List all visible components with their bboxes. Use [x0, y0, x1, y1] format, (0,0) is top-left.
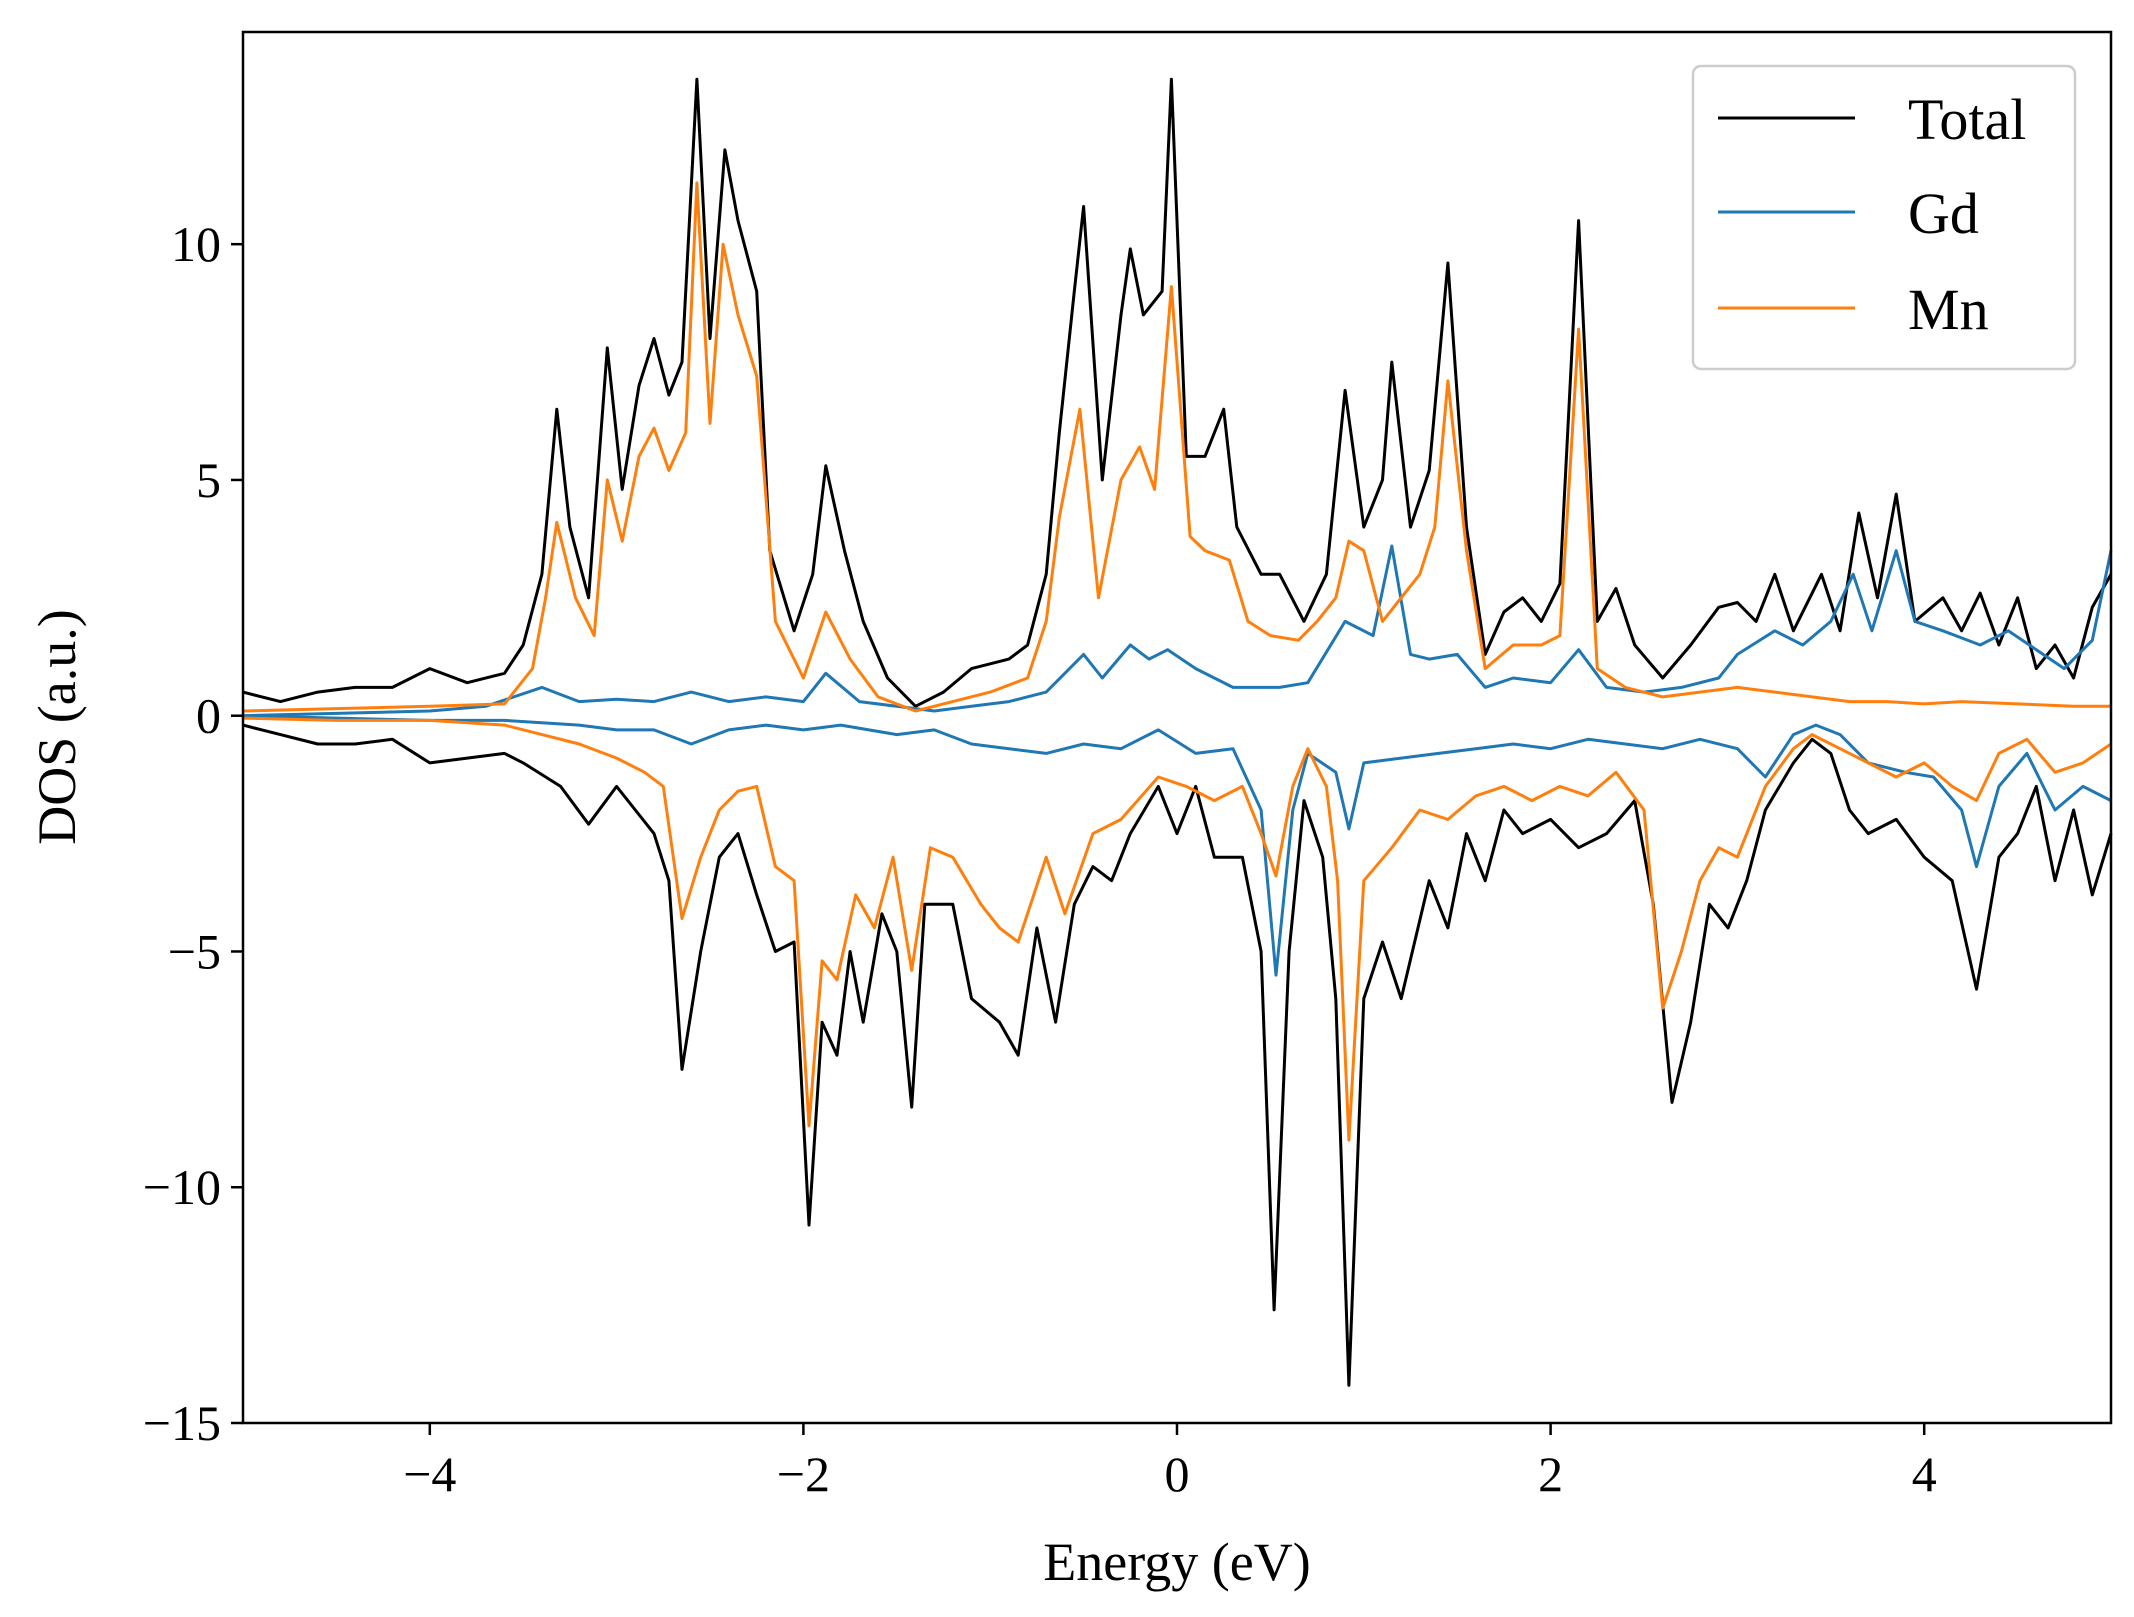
series-line-mn-spin-down [242, 716, 2112, 1142]
x-tick-label: 4 [1912, 1446, 1937, 1502]
legend-box [1691, 64, 2077, 371]
y-axis-ticks: −15 −10 −5 0 5 10 [143, 216, 243, 1451]
y-tick-label: 10 [171, 216, 221, 272]
legend-label-total: Total [1908, 87, 2026, 152]
legend-label-mn: Mn [1908, 277, 1989, 342]
x-tick-label: −4 [403, 1446, 456, 1502]
y-tick-label: −5 [168, 923, 221, 979]
plot-series-group [242, 77, 2113, 1387]
y-tick-label: −15 [143, 1395, 221, 1451]
legend: Total Gd Mn [1691, 64, 2077, 371]
y-tick-label: 0 [196, 688, 221, 744]
series-line-gd-spin-down [242, 714, 2112, 977]
x-tick-label: 0 [1165, 1446, 1190, 1502]
x-tick-label: 2 [1538, 1446, 1563, 1502]
legend-label-gd: Gd [1908, 181, 1979, 246]
y-tick-label: −10 [143, 1159, 221, 1215]
y-axis-label: DOS (a.u.) [27, 609, 87, 844]
series-line-mn-spin-up [242, 181, 2111, 713]
series-line-total-spin-down [242, 723, 2113, 1387]
series-line-gd-spin-up [242, 544, 2113, 718]
x-axis-label: Energy (eV) [1043, 1532, 1310, 1592]
y-tick-label: 5 [196, 452, 221, 508]
series-line-total-spin-up [242, 77, 2113, 708]
x-tick-label: −2 [777, 1446, 830, 1502]
x-axis-ticks: −4 −2 0 2 4 [403, 1423, 1937, 1502]
